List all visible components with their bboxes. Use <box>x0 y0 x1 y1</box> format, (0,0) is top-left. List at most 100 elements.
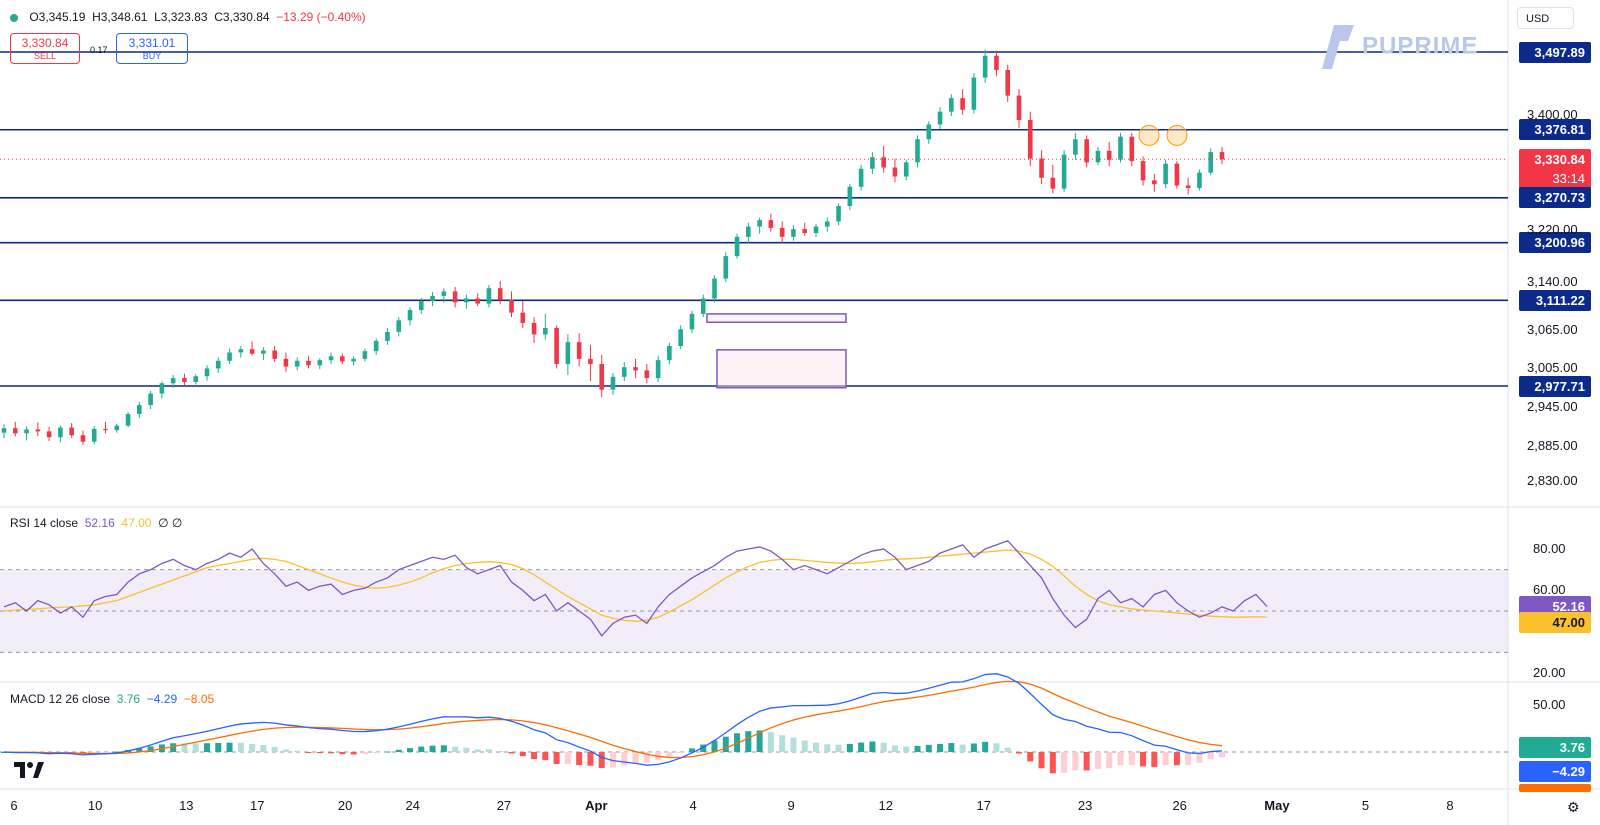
macd-histogram-bar <box>734 733 741 752</box>
circle-markers[interactable] <box>1138 124 1188 146</box>
macd-histogram-bar <box>1162 752 1169 766</box>
macd-histogram-bar <box>959 744 966 752</box>
candle-body <box>103 428 108 431</box>
macd-histogram-bar <box>271 746 278 752</box>
macd-histogram-bar <box>429 745 436 752</box>
candle-body <box>779 227 785 237</box>
macd-histogram-bar <box>237 742 244 752</box>
candle-body <box>1016 95 1022 120</box>
macd-histogram-bar <box>564 752 571 764</box>
rsi-axis-label: 80.00 <box>1533 541 1566 556</box>
level-tag: 3,111.22 <box>1519 289 1591 311</box>
candle-body <box>1084 139 1089 163</box>
candle-body <box>385 331 390 341</box>
level-tag: 3,376.81 <box>1519 119 1591 141</box>
macd-histogram-bar <box>835 744 842 752</box>
macd-histogram-bar <box>1219 752 1225 758</box>
candle-body <box>69 427 74 436</box>
candle-body <box>1219 152 1225 160</box>
macd-hist-tag: 3.76 <box>1519 737 1591 758</box>
macd-histogram-bar <box>982 741 989 752</box>
candle-body <box>35 429 41 432</box>
candle-body <box>644 370 650 379</box>
time-axis-label: 8 <box>1446 798 1454 813</box>
time-axis-label: 10 <box>87 798 103 813</box>
time-axis-label: May <box>1264 798 1290 813</box>
macd-line <box>3 673 1223 766</box>
sell-button[interactable]: 3,330.84 SELL <box>10 33 80 64</box>
candle-body <box>633 367 638 371</box>
buy-button[interactable]: 3,331.01 BUY <box>116 33 188 64</box>
time-axis-label: 17 <box>250 798 265 813</box>
macd-histogram-bar <box>688 748 695 752</box>
rsi-title: RSI 14 close <box>10 516 79 530</box>
zone-rectangles[interactable] <box>706 313 847 389</box>
currency-selector[interactable]: USD <box>1517 7 1574 29</box>
candle-body <box>678 329 683 347</box>
price-level-lines[interactable] <box>0 51 1508 387</box>
current-price-value: 3,330.84 <box>1534 152 1585 168</box>
macd-histogram-bar <box>846 743 853 752</box>
candle-body <box>306 360 311 366</box>
time-axis-label: 23 <box>1077 798 1093 813</box>
macd-histogram-bar <box>813 742 819 752</box>
macd-histogram-bar <box>553 752 560 764</box>
candle-body <box>159 383 165 394</box>
macd-histogram-bar <box>993 743 1000 752</box>
rsi-extra: ∅ ∅ <box>158 516 183 530</box>
macd-histogram-bar <box>395 749 402 752</box>
candle-body <box>858 168 864 187</box>
macd-histogram-bar <box>858 742 865 752</box>
candle-body <box>520 312 526 323</box>
macd-histogram-bar <box>463 747 470 752</box>
tradingview-logo[interactable] <box>14 760 44 786</box>
macd-histogram-bar <box>880 742 887 752</box>
macd-histogram-bar <box>925 744 932 752</box>
candle-body <box>1185 185 1191 189</box>
candle-body <box>1197 172 1202 189</box>
candle-body <box>227 352 232 361</box>
macd-histogram-bar <box>542 752 549 761</box>
macd-hist-value: 3.76 <box>116 692 141 706</box>
macd-histogram-bar <box>632 752 639 764</box>
sell-price: 3,330.84 <box>21 36 69 50</box>
candle-body <box>757 220 762 227</box>
macd-histogram-bar <box>249 743 256 752</box>
ohlc-open: O3,345.19 <box>29 10 86 24</box>
macd-histogram-bar <box>102 752 109 753</box>
candle-body <box>903 162 909 177</box>
candle-body <box>802 229 808 233</box>
rsi-value-tag: 52.16 <box>1519 596 1591 618</box>
market-status-icon <box>10 13 18 22</box>
macd-histogram-bar <box>824 744 831 752</box>
macd-axis-label: 50.00 <box>1533 697 1566 712</box>
zone-rectangle <box>716 349 847 389</box>
brand-name: PUPRIME <box>1362 32 1479 60</box>
macd-histogram-bar <box>215 742 222 752</box>
macd-histogram-bar <box>497 750 504 752</box>
candle-body <box>261 350 266 354</box>
price-axis-label: 2,830.00 <box>1527 472 1578 488</box>
price-axis-label: 3,400.00 <box>1527 106 1578 122</box>
rsi-axis-label: 60.00 <box>1533 582 1566 598</box>
macd-histogram-bar <box>91 752 98 753</box>
candle-body <box>949 98 954 112</box>
settings-gear-icon[interactable]: ⚙ <box>1567 799 1580 815</box>
macd-histogram-bar <box>282 749 289 752</box>
candle-body <box>565 342 571 364</box>
rsi-line <box>3 539 1268 637</box>
candle-body <box>847 186 853 207</box>
candle-body <box>452 291 458 303</box>
macd-histogram-bar <box>903 746 910 752</box>
macd-histogram-bar <box>294 750 301 752</box>
macd-histogram-bar <box>204 743 210 752</box>
macd-histogram-bar <box>700 744 707 752</box>
candle-body <box>689 313 695 330</box>
rsi-ma-value: 47.00 <box>121 516 152 530</box>
candle-body <box>1152 180 1157 185</box>
level-tag: 3,497.89 <box>1519 41 1591 63</box>
macd-histogram-bar <box>407 748 413 752</box>
buy-label: BUY <box>142 51 162 61</box>
bar-countdown: 33:14 <box>1552 171 1585 187</box>
